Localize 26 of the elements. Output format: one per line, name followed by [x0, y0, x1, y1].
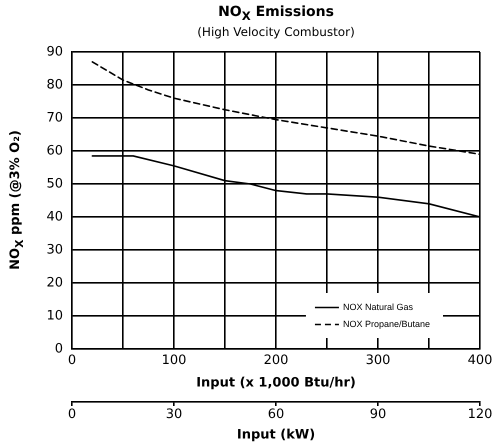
x2-tick-label: 90 [370, 407, 386, 422]
y-tick-label: 0 [54, 341, 63, 356]
x-axis-title: Input (x 1,000 Btu/hr) [196, 376, 356, 391]
y-tick-label: 90 [46, 44, 63, 60]
x-tick-label: 400 [468, 353, 492, 368]
y-tick-label: 20 [46, 275, 63, 290]
x-tick-label: 300 [366, 353, 390, 368]
x-tick-label: 100 [162, 353, 186, 368]
x2-tick-label: 30 [166, 407, 182, 422]
x-tick-label: 200 [264, 353, 288, 368]
chart-title: NO$_{X}$ Emissions [217, 3, 335, 25]
x2-axis-title: Input (kW) [236, 428, 316, 443]
x2-tick-label: 120 [468, 407, 492, 422]
y-tick-label: 10 [46, 308, 63, 324]
x2-tick-label: 60 [268, 407, 284, 422]
legend-label: NOX Natural Gas [342, 302, 414, 312]
y-tick-label: 80 [46, 77, 63, 92]
y-tick-label: 60 [46, 143, 63, 158]
y-tick-label: 50 [46, 176, 63, 192]
chart-subtitle: (High Velocity Combustor) [196, 24, 356, 40]
x-tick-label: 0 [68, 353, 76, 368]
y-tick-label: 30 [46, 242, 63, 258]
y-tick-label: 70 [46, 110, 63, 126]
legend-label: NOX Propane/Butane [342, 318, 430, 329]
x2-tick-label: 0 [68, 407, 76, 422]
y-tick-label: 40 [46, 209, 63, 224]
